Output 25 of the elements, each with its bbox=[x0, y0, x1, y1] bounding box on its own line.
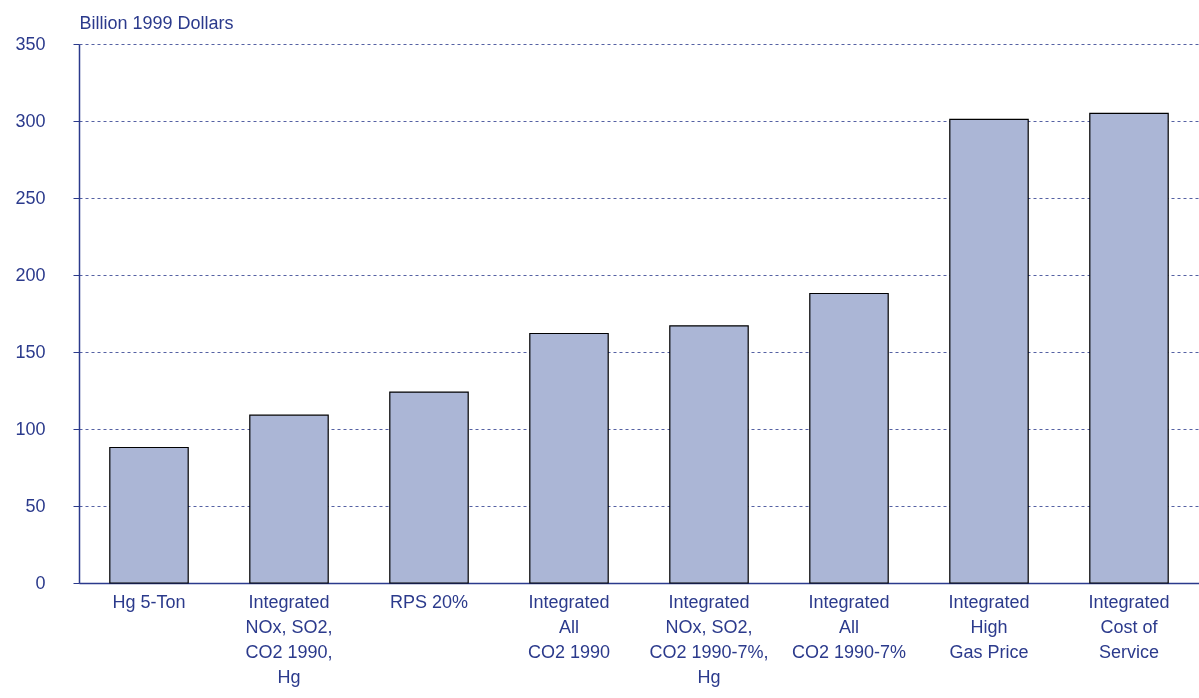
y-tick-label: 250 bbox=[15, 187, 46, 208]
bar bbox=[1089, 112, 1169, 584]
y-tick-label: 100 bbox=[15, 418, 46, 439]
y-tick-label: 50 bbox=[25, 495, 46, 516]
bar bbox=[109, 446, 189, 584]
x-tick-label: Integrated All CO2 1990-7% bbox=[791, 591, 907, 662]
bar bbox=[249, 414, 329, 584]
y-tick-label: 300 bbox=[15, 110, 46, 131]
x-tick-label: Integrated All CO2 1990 bbox=[527, 591, 611, 662]
x-tick-label: Integrated NOx, SO2, CO2 1990-7%, Hg bbox=[649, 591, 769, 687]
x-tick-label: RPS 20% bbox=[389, 591, 469, 612]
bar bbox=[529, 332, 609, 584]
bar bbox=[669, 325, 749, 584]
bar bbox=[809, 292, 889, 584]
y-tick-label: 150 bbox=[15, 341, 46, 362]
x-tick-label: Integrated High Gas Price bbox=[948, 591, 1030, 662]
y-tick-label: 0 bbox=[35, 572, 46, 593]
y-tick-label: 200 bbox=[15, 264, 46, 285]
y-tick-label: 350 bbox=[15, 33, 46, 54]
y-axis-title: Billion 1999 Dollars bbox=[79, 12, 234, 33]
x-tick-label: Integrated NOx, SO2, CO2 1990, Hg bbox=[245, 591, 333, 687]
bar bbox=[949, 118, 1029, 584]
x-tick-label: Integrated Cost of Service bbox=[1088, 591, 1170, 662]
x-tick-label: Hg 5-Ton bbox=[112, 591, 186, 612]
bar bbox=[389, 391, 469, 584]
